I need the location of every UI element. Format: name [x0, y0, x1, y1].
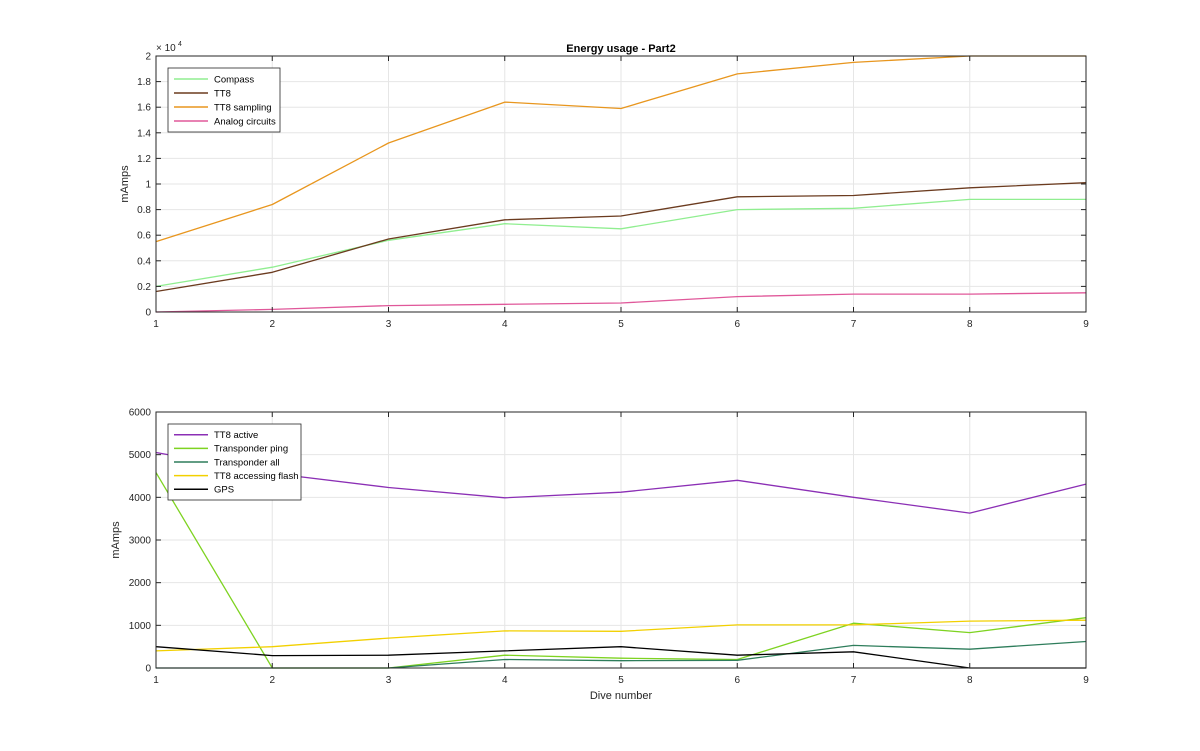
- legend-label: TT8: [214, 88, 231, 99]
- y-tick-label: 2000: [129, 578, 152, 589]
- y-tick-label: 2: [145, 52, 151, 63]
- y-tick-label: 1.8: [137, 77, 151, 88]
- top-chart: 1 2 3 4 5 6 7 8 9 0 0.2 0.4 0.6 0.8 1 1.2 1.4 1.6 1.8 2 × 10…: [119, 41, 1089, 330]
- y-axis-label: mAmps: [119, 165, 131, 203]
- legend-label: Compass: [214, 74, 254, 85]
- x-tick-label: 2: [269, 319, 275, 330]
- x-tick-label: 1: [153, 675, 159, 686]
- y-tick-label: 0.8: [137, 205, 151, 216]
- legend-label: TT8 accessing flash: [214, 471, 298, 482]
- y-tick-label: 5000: [129, 450, 152, 461]
- y-axis-label: mAmps: [110, 521, 122, 559]
- x-tick-label: 9: [1083, 675, 1089, 686]
- series-line-analog-circuits: [155, 292, 1087, 313]
- series-line-tt8: [155, 182, 1087, 293]
- y-exponent-label: × 10: [156, 43, 176, 54]
- y-tick-label: 4000: [129, 493, 152, 504]
- x-tick-label: 7: [851, 675, 857, 686]
- series-line-gps: [155, 646, 1086, 669]
- y-tick-label: 1.6: [137, 103, 151, 114]
- y-tick-label: 3000: [129, 536, 152, 547]
- legend-label: Transponder all: [214, 457, 280, 468]
- series-line-tt8-accessing-flash: [155, 619, 1087, 652]
- bottom-chart: 1 2 3 4 5 6 7 8 9 0 1000 2000 3000 4000 5000 6000 mAmps D…: [110, 408, 1089, 703]
- x-tick-label: 1: [153, 319, 159, 330]
- y-tick-label: 0.6: [137, 231, 151, 242]
- legend-label: Transponder ping: [214, 444, 288, 455]
- series-line-tt8-sampling: [155, 55, 1086, 243]
- x-tick-label: 3: [386, 675, 392, 686]
- x-tick-label: 4: [502, 675, 508, 686]
- legend-label: GPS: [214, 485, 234, 496]
- x-tick-label: 6: [734, 675, 740, 686]
- series-line-tt8-active: [155, 451, 1087, 514]
- y-tick-label: 1.2: [137, 154, 151, 165]
- y-tick-label: 0.4: [137, 256, 151, 267]
- x-tick-label: 5: [618, 675, 624, 686]
- x-axis-label: Dive number: [590, 690, 653, 702]
- y-tick-label: 1: [145, 180, 151, 191]
- y-tick-label: 1000: [129, 621, 152, 632]
- x-tick-label: 5: [618, 319, 624, 330]
- legend-label: TT8 active: [214, 430, 258, 441]
- y-tick-label: 0.2: [137, 282, 151, 293]
- y-exponent-power: 4: [178, 41, 182, 48]
- y-tick-label: 0: [145, 664, 151, 675]
- x-tick-label: 3: [386, 319, 392, 330]
- x-tick-label: 6: [734, 319, 740, 330]
- x-tick-label: 9: [1083, 319, 1089, 330]
- x-tick-label: 2: [269, 675, 275, 686]
- legend-label: Analog circuits: [214, 116, 276, 127]
- chart-title: Energy usage - Part2: [566, 43, 675, 55]
- y-tick-label: 6000: [129, 408, 152, 419]
- x-tick-label: 8: [967, 675, 973, 686]
- x-tick-label: 7: [851, 319, 857, 330]
- x-tick-label: 4: [502, 319, 508, 330]
- series-line-compass: [155, 198, 1086, 288]
- legend-label: TT8 sampling: [214, 102, 272, 113]
- y-tick-label: 0: [145, 308, 151, 319]
- y-tick-label: 1.4: [137, 128, 151, 139]
- x-tick-label: 8: [967, 319, 973, 330]
